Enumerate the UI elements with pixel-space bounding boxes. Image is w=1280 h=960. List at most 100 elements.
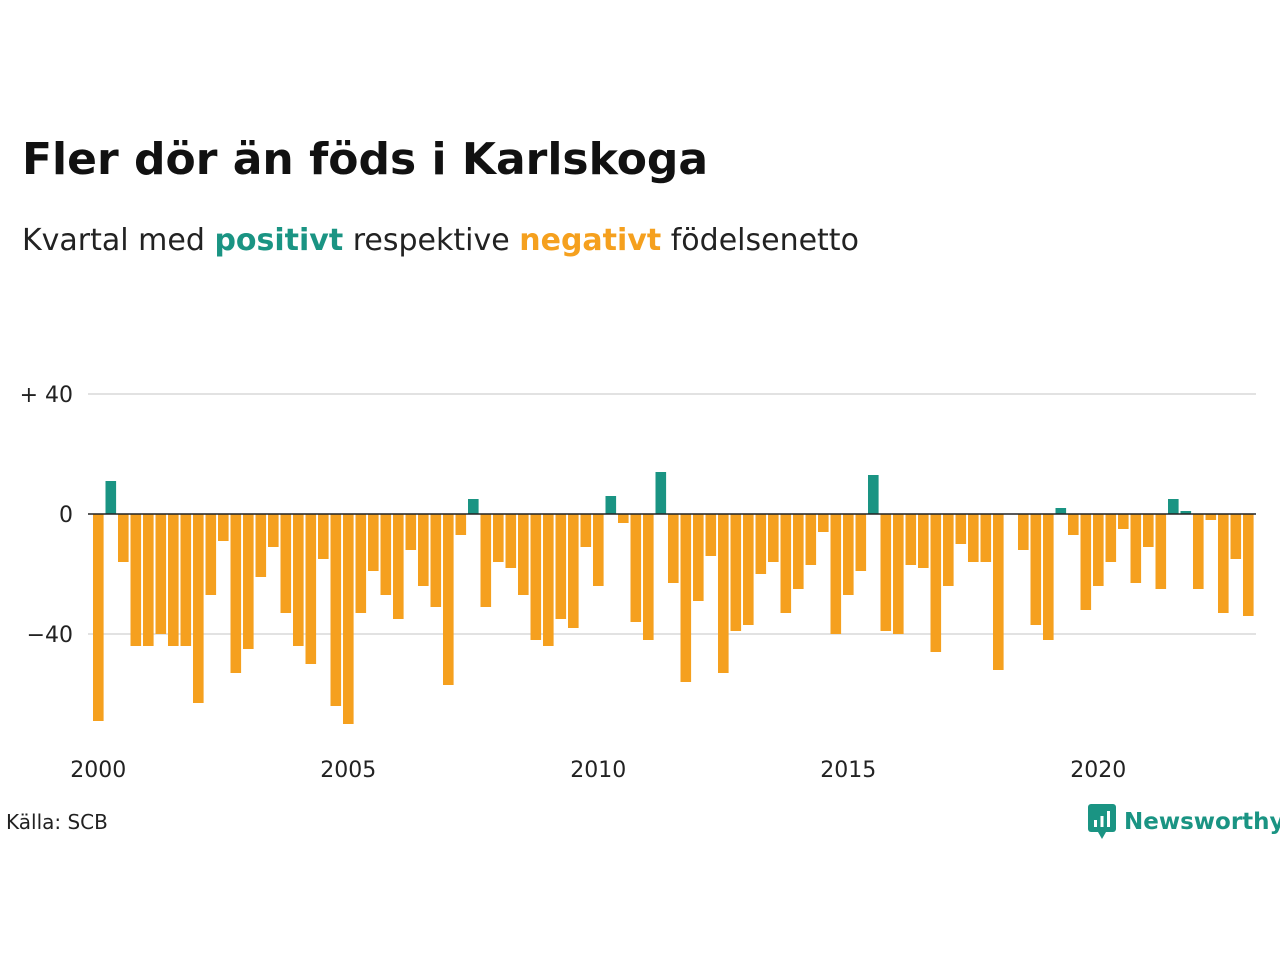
bar — [143, 514, 154, 646]
bar — [993, 514, 1004, 670]
bar — [155, 514, 167, 634]
y-tick-label: 0 — [59, 503, 73, 528]
bar — [605, 496, 617, 514]
subtitle-prefix: Kvartal med — [22, 223, 205, 258]
bar — [643, 514, 654, 640]
bar — [1193, 514, 1204, 589]
subtitle-negative-word: negativt — [519, 223, 662, 258]
bar — [1068, 514, 1079, 535]
bar — [118, 514, 129, 562]
bar — [1055, 508, 1067, 514]
bar — [1230, 514, 1242, 559]
bar — [543, 514, 554, 646]
bar — [1043, 514, 1054, 640]
bar — [368, 514, 379, 571]
bar — [355, 514, 367, 613]
bar — [130, 514, 142, 646]
x-tick-label: 2010 — [570, 758, 626, 783]
bar — [1080, 514, 1092, 610]
y-tick-label: + 40 — [20, 383, 73, 408]
bar — [1105, 514, 1117, 562]
bar — [518, 514, 529, 595]
bar — [243, 514, 254, 649]
bar — [855, 514, 867, 571]
bar — [468, 499, 479, 514]
bar — [505, 514, 517, 568]
bar — [493, 514, 504, 562]
bar — [630, 514, 642, 622]
newsworthy-logo: Newsworthy — [1088, 804, 1280, 840]
bar — [105, 481, 117, 514]
chart-title: Fler dör än föds i Karlskoga — [22, 134, 709, 185]
bar — [318, 514, 329, 559]
bar — [443, 514, 454, 685]
bar — [1130, 514, 1142, 583]
bar — [593, 514, 604, 586]
bar — [618, 514, 629, 523]
bar — [705, 514, 717, 556]
bar — [305, 514, 317, 664]
bar — [1168, 499, 1179, 514]
bar — [893, 514, 904, 634]
bar — [1030, 514, 1042, 625]
bar — [930, 514, 942, 652]
bar — [693, 514, 704, 601]
subtitle-positive-word: positivt — [214, 223, 344, 258]
bar — [555, 514, 567, 619]
bar — [193, 514, 204, 703]
subtitle-middle: respektive — [352, 223, 510, 258]
bar — [868, 475, 879, 514]
y-tick-label: −40 — [27, 623, 73, 648]
bar — [805, 514, 817, 565]
bar — [280, 514, 292, 613]
bar — [230, 514, 242, 673]
bar — [293, 514, 304, 646]
bar — [418, 514, 429, 586]
bar — [580, 514, 592, 547]
bar — [980, 514, 992, 562]
bar — [918, 514, 929, 568]
bar — [1093, 514, 1104, 586]
x-tick-label: 2015 — [820, 758, 876, 783]
bar — [1143, 514, 1154, 547]
bar — [843, 514, 854, 595]
bar — [968, 514, 979, 562]
bar — [743, 514, 754, 625]
bar — [830, 514, 842, 634]
bar — [1180, 511, 1192, 514]
bar — [780, 514, 792, 613]
bar — [718, 514, 729, 673]
bar — [1205, 514, 1217, 520]
bar — [393, 514, 404, 619]
bar — [255, 514, 267, 577]
bar — [1018, 514, 1029, 550]
bar — [380, 514, 392, 595]
bar-chart: + 40 0 −40 2000 2005 2010 2015 2020 — [20, 383, 1256, 783]
bar — [730, 514, 742, 631]
bar — [955, 514, 967, 544]
bar — [655, 472, 667, 514]
bar — [530, 514, 542, 640]
bar — [205, 514, 217, 595]
bar — [330, 514, 342, 706]
bar — [455, 514, 467, 535]
bar — [680, 514, 692, 682]
newsworthy-logo-icon — [1088, 804, 1116, 839]
x-tick-label: 2005 — [320, 758, 376, 783]
chart-subtitle: Kvartal med positivt respektive negativt… — [22, 222, 859, 260]
bar — [905, 514, 917, 565]
source-note: Källa: SCB — [6, 810, 108, 834]
bar — [818, 514, 829, 532]
bar — [180, 514, 192, 646]
bar — [768, 514, 779, 562]
bar — [880, 514, 892, 631]
bar — [943, 514, 954, 586]
bar — [405, 514, 417, 550]
bar — [480, 514, 492, 607]
bar — [668, 514, 679, 583]
x-tick-label: 2000 — [70, 758, 126, 783]
bar — [268, 514, 279, 547]
bar — [1118, 514, 1129, 529]
bar — [430, 514, 442, 607]
bar — [343, 514, 354, 724]
